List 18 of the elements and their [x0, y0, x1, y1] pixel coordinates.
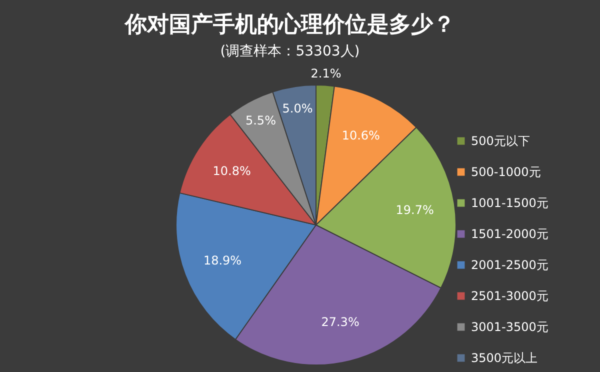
- legend-label: 500-1000元: [471, 165, 541, 179]
- chart-title: 你对国产手机的心理价位是多少？: [124, 11, 455, 38]
- data-label: 5.0%: [282, 101, 313, 116]
- chart-subtitle: (调查样本：53303人): [220, 43, 360, 60]
- data-label: 10.6%: [342, 128, 380, 143]
- legend-label: 3001-3500元: [471, 320, 548, 334]
- legend-label: 1501-2000元: [471, 227, 548, 241]
- legend-label: 2001-2500元: [471, 258, 548, 272]
- data-label: 2.1%: [310, 66, 342, 80]
- legend-label: 500元以下: [471, 134, 530, 148]
- legend-label: 1001-1500元: [471, 196, 548, 210]
- data-label: 18.9%: [203, 254, 242, 268]
- data-label: 27.3%: [321, 315, 360, 330]
- data-label: 5.5%: [245, 114, 276, 128]
- data-label: 19.7%: [396, 202, 434, 217]
- data-label: 10.8%: [212, 164, 251, 178]
- legend-label: 2501-3000元: [471, 289, 548, 303]
- legend-label: 3500元以上: [471, 351, 538, 365]
